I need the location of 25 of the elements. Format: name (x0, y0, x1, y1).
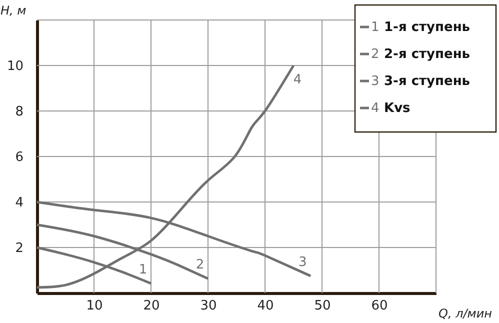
x-tick-label: 20 (143, 298, 160, 314)
y-tick-label: 8 (15, 104, 24, 120)
y-axis-title: H, м (0, 4, 26, 18)
y-tick-label: 10 (6, 59, 24, 74)
text: 2 (371, 47, 380, 62)
y-tick-label: 4 (15, 196, 24, 210)
legend-label: Kvs (384, 101, 411, 116)
text: 3 (371, 74, 380, 89)
text: 1 (371, 20, 380, 35)
annotation: 1 (138, 262, 148, 278)
annotation: 3 (298, 254, 307, 270)
x-tick-label: 60 (371, 298, 388, 314)
x-axis-title: Q, л/мин (438, 306, 492, 320)
x-tick-label: 50 (314, 298, 331, 314)
x-tick-label: 10 (86, 298, 103, 314)
x-tick-label: 30 (200, 298, 217, 314)
annotation: 2 (196, 258, 204, 273)
legend-label: 1-я ступень (384, 20, 470, 35)
y-tick-label: 2 (15, 241, 24, 256)
x-tick-label: 40 (257, 298, 274, 314)
legend-label: 2-я ступень (384, 47, 470, 62)
y-tick-label: 6 (15, 150, 24, 165)
legend-label: 3-я ступень (384, 74, 470, 89)
text: 4 (371, 101, 380, 116)
annotation: 4 (293, 72, 302, 88)
